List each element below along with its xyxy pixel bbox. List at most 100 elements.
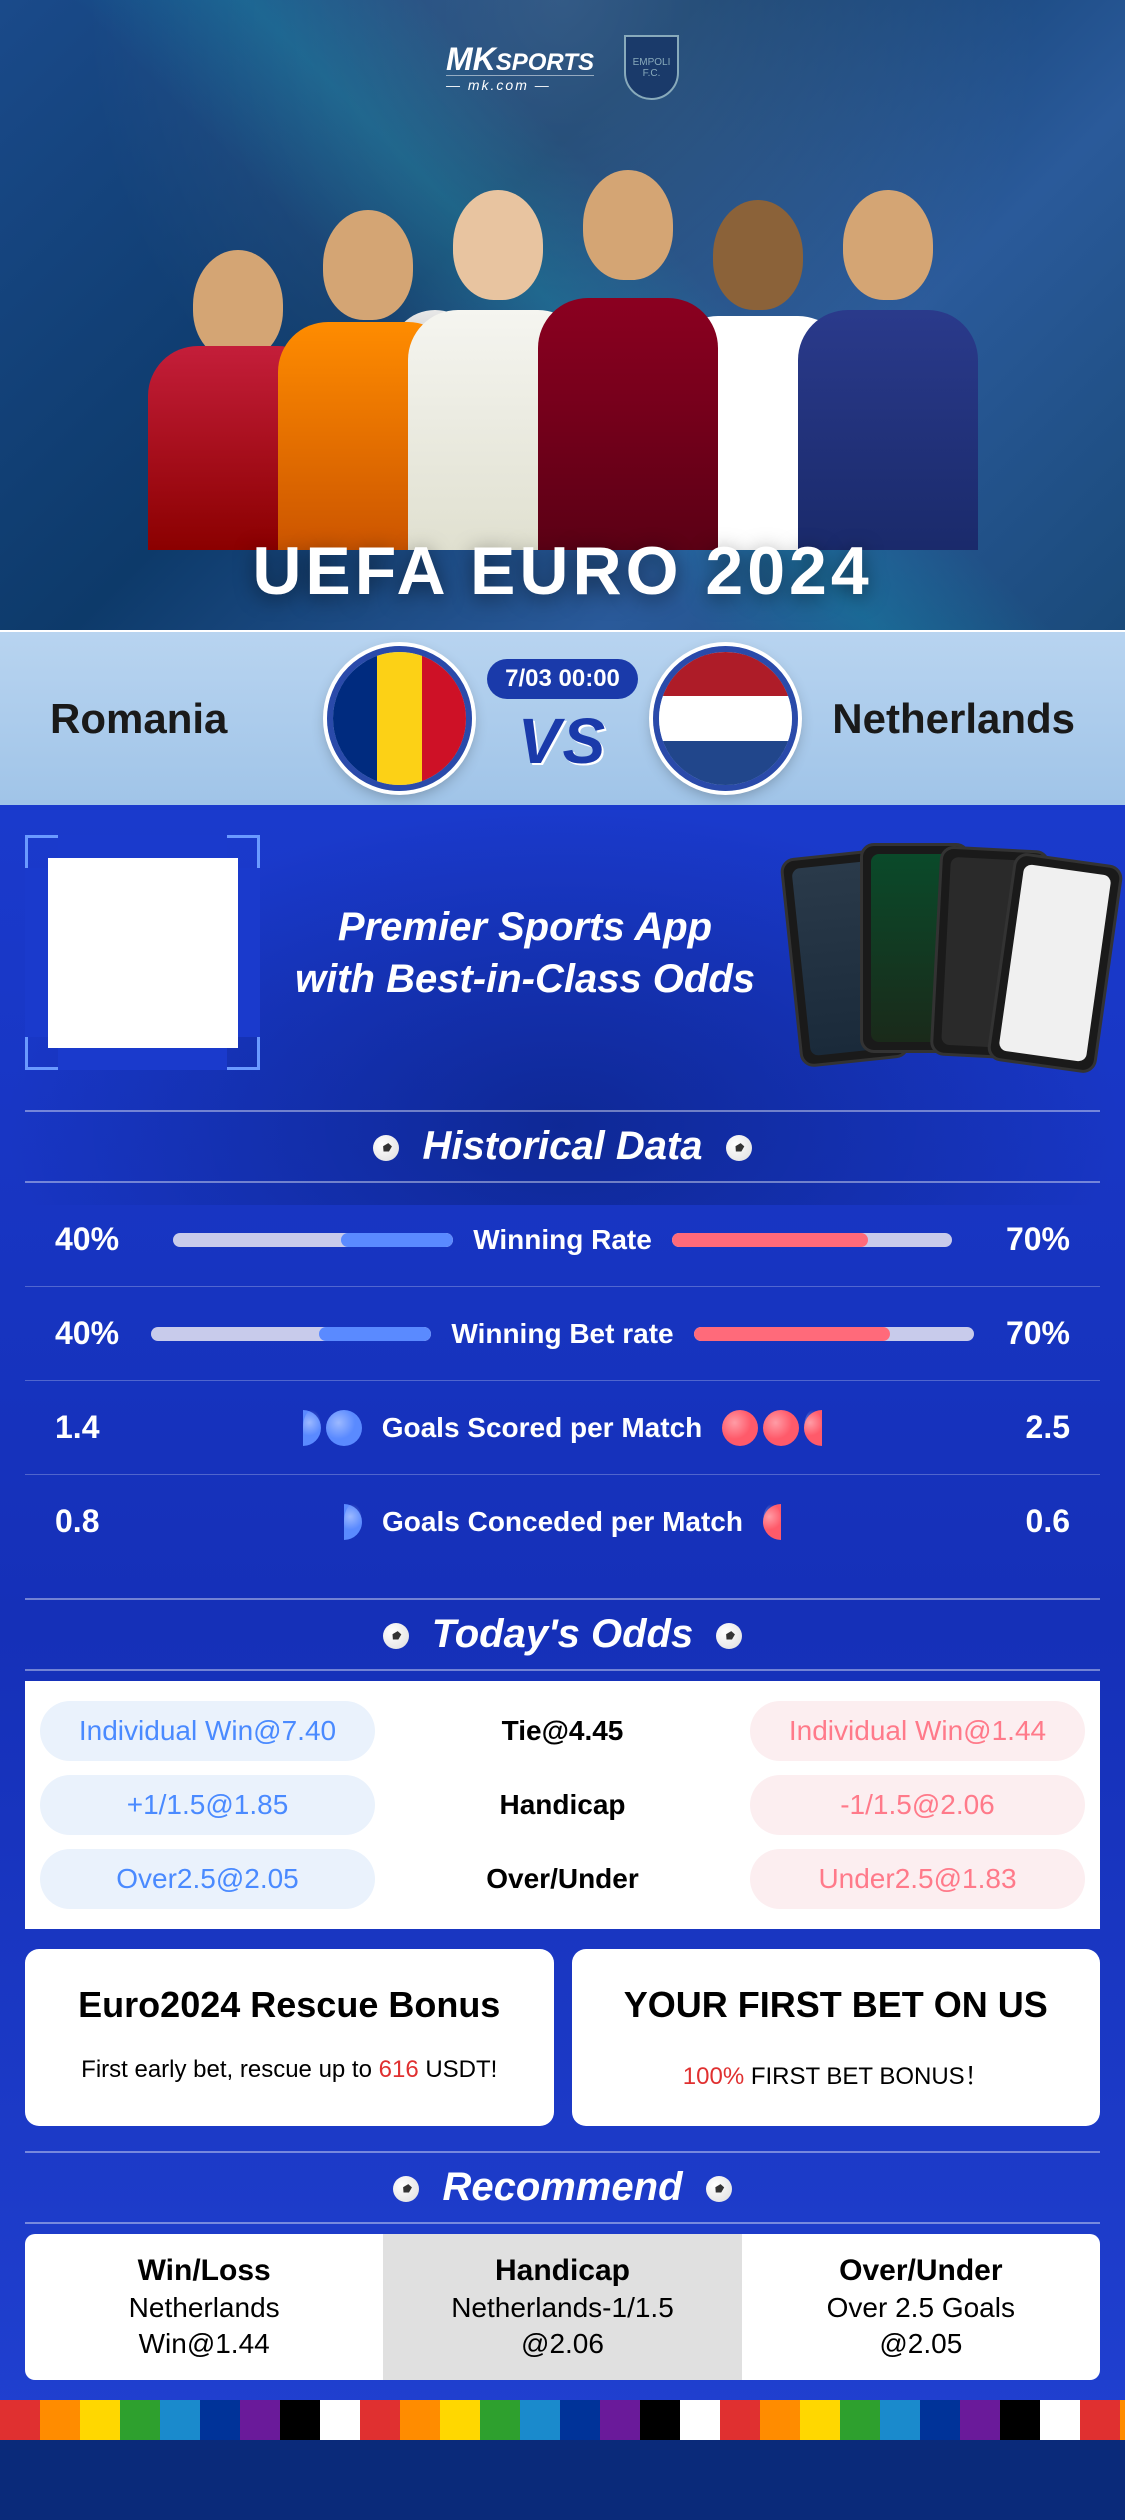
recommend-cell[interactable]: Over/Under Over 2.5 Goals @2.05 [742, 2234, 1100, 2380]
bar-right [672, 1233, 952, 1247]
hist-val-right: 2.5 [960, 1409, 1070, 1446]
promo-line1: Premier Sports App [290, 901, 760, 953]
bonus-card-rescue[interactable]: Euro2024 Rescue Bonus First early bet, r… [25, 1949, 554, 2126]
odds-left[interactable]: Individual Win@7.40 [40, 1701, 375, 1761]
flag-romania-icon [327, 646, 472, 791]
rec-sub1: Netherlands-1/1.5 [393, 2292, 731, 2324]
ball-icon [722, 1410, 758, 1446]
hist-label: Goals Scored per Match [382, 1412, 703, 1444]
bar-left [173, 1233, 453, 1247]
section-title-historical: Historical Data [25, 1110, 1100, 1183]
hist-val-right: 70% [974, 1315, 1070, 1352]
recommend-cell[interactable]: Handicap Netherlands-1/1.5 @2.06 [383, 2234, 741, 2380]
bar-right [694, 1327, 974, 1341]
qr-frame[interactable] [25, 835, 260, 1070]
balls-left [303, 1410, 362, 1446]
hist-val-left: 0.8 [55, 1503, 165, 1540]
bottom-stripe-decoration [0, 2400, 1125, 2440]
bonus2-text: 100% FIRST BET BONUS！ [597, 2056, 1076, 2091]
hist-row: 40% Winning Rate 70% [25, 1193, 1100, 1287]
odds-right[interactable]: -1/1.5@2.06 [750, 1775, 1085, 1835]
hist-label: Goals Conceded per Match [382, 1506, 743, 1538]
ball-icon [804, 1410, 822, 1446]
promo-line2: with Best-in-Class Odds [290, 953, 760, 1005]
match-datetime: 7/03 00:00 [487, 659, 638, 699]
rec-sub2: Win@1.44 [35, 2328, 373, 2360]
hist-val-right: 0.6 [960, 1503, 1070, 1540]
recommend-cell[interactable]: Win/Loss Netherlands Win@1.44 [25, 2234, 383, 2380]
hist-val-left: 40% [55, 1315, 151, 1352]
bonus-card-firstbet[interactable]: YOUR FIRST BET ON US 100% FIRST BET BONU… [572, 1949, 1101, 2126]
hist-row: 0.8 Goals Conceded per Match 0.6 [25, 1475, 1100, 1568]
odds-left[interactable]: +1/1.5@1.85 [40, 1775, 375, 1835]
ball-icon [303, 1410, 321, 1446]
odds-row: Individual Win@7.40 Tie@4.45 Individual … [40, 1701, 1085, 1761]
match-bar: Romania 7/03 00:00 VS Netherlands [0, 630, 1125, 805]
vs-block: 7/03 00:00 VS [327, 646, 798, 791]
brand-mk: MK [446, 41, 496, 77]
main-content: Premier Sports App with Best-in-Class Od… [0, 805, 1125, 2440]
qr-code-icon [48, 858, 238, 1048]
rec-title: Over/Under [752, 2254, 1090, 2288]
balls-right [763, 1504, 781, 1540]
ball-icon [326, 1410, 362, 1446]
recommend-row: Win/Loss Netherlands Win@1.44Handicap Ne… [25, 2234, 1100, 2380]
soccer-ball-icon [726, 1135, 752, 1161]
promo-text: Premier Sports App with Best-in-Class Od… [290, 901, 760, 1005]
odds-mid: Handicap [395, 1775, 730, 1835]
section-title-recommend: Recommend [25, 2151, 1100, 2224]
team-b-name: Netherlands [798, 695, 1075, 743]
odds-title-text: Today's Odds [432, 1612, 693, 1656]
mk-logo: MKSPORTS — mk.com — [446, 43, 594, 92]
hist-val-left: 40% [55, 1221, 165, 1258]
bonus-row: Euro2024 Rescue Bonus First early bet, r… [25, 1949, 1100, 2126]
brand-row: MKSPORTS — mk.com — EMPOLI F.C. [446, 35, 679, 100]
team-a-name: Romania [50, 695, 327, 743]
hist-label: Winning Bet rate [451, 1318, 673, 1350]
odds-mid: Tie@4.45 [395, 1701, 730, 1761]
club-crest-icon: EMPOLI F.C. [624, 35, 679, 100]
players-illustration [0, 130, 1125, 550]
odds-row: Over2.5@2.05 Over/Under Under2.5@1.83 [40, 1849, 1085, 1909]
hist-row: 1.4 Goals Scored per Match 2.5 [25, 1381, 1100, 1475]
odds-mid: Over/Under [395, 1849, 730, 1909]
hero-title: UEFA EURO 2024 [0, 532, 1125, 610]
hist-val-right: 70% [960, 1221, 1070, 1258]
promo-row: Premier Sports App with Best-in-Class Od… [25, 835, 1100, 1070]
odds-left[interactable]: Over2.5@2.05 [40, 1849, 375, 1909]
rec-sub2: @2.06 [393, 2328, 731, 2360]
balls-left [344, 1504, 362, 1540]
vs-text: VS [487, 704, 638, 778]
rec-title: Win/Loss [35, 2254, 373, 2288]
rec-title: Handicap [393, 2254, 731, 2288]
bonus2-title: YOUR FIRST BET ON US [597, 1984, 1076, 2026]
ball-icon [763, 1504, 781, 1540]
soccer-ball-icon [716, 1623, 742, 1649]
odds-right[interactable]: Individual Win@1.44 [750, 1701, 1085, 1761]
soccer-ball-icon [706, 2176, 732, 2202]
balls-right [722, 1410, 822, 1446]
historical-data-table: 40% Winning Rate 70%40% Winning Bet rate… [25, 1193, 1100, 1568]
hist-mid: Goals Conceded per Match [165, 1504, 960, 1540]
rec-sub1: Over 2.5 Goals [752, 2292, 1090, 2324]
hist-mid: Winning Rate [165, 1224, 960, 1256]
odds-right[interactable]: Under2.5@1.83 [750, 1849, 1085, 1909]
soccer-ball-icon [393, 2176, 419, 2202]
ball-icon [763, 1410, 799, 1446]
hist-row: 40% Winning Bet rate 70% [25, 1287, 1100, 1381]
soccer-ball-icon [383, 1623, 409, 1649]
brand-sub: — mk.com — [446, 75, 594, 92]
ball-icon [344, 1504, 362, 1540]
bonus1-text: First early bet, rescue up to 616 USDT! [50, 2056, 529, 2084]
historical-title-text: Historical Data [422, 1124, 702, 1168]
rec-sub2: @2.05 [752, 2328, 1090, 2360]
brand-tag: SPORTS [496, 49, 594, 76]
bar-left [151, 1327, 431, 1341]
hist-mid: Goals Scored per Match [165, 1410, 960, 1446]
flag-netherlands-icon [653, 646, 798, 791]
rec-sub1: Netherlands [35, 2292, 373, 2324]
odds-row: +1/1.5@1.85 Handicap -1/1.5@2.06 [40, 1775, 1085, 1835]
recommend-title-text: Recommend [442, 2165, 682, 2209]
hero-banner: MKSPORTS — mk.com — EMPOLI F.C. UEFA EUR… [0, 0, 1125, 630]
crest-label: EMPOLI F.C. [626, 57, 677, 79]
